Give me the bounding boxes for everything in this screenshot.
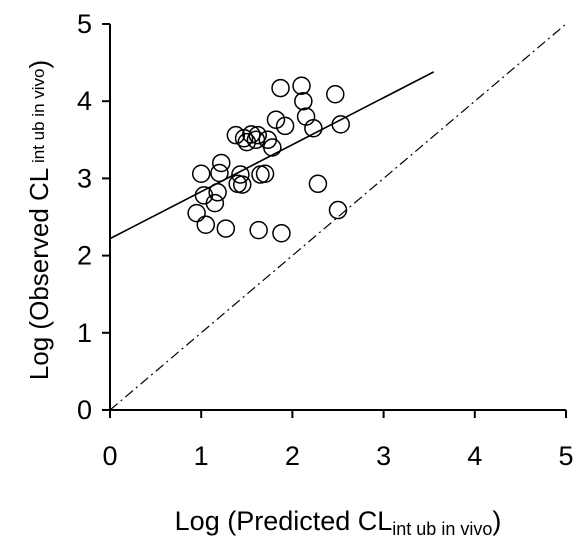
data-point (308, 174, 328, 194)
data-point (231, 165, 250, 184)
data-point (271, 78, 290, 98)
data-point (212, 153, 231, 173)
data-point (326, 85, 345, 104)
data-point (196, 215, 216, 234)
data-point (266, 110, 286, 129)
data-point (249, 220, 268, 240)
x-tick-label: 3 (376, 441, 391, 471)
data-point (205, 193, 225, 213)
x-axis-label-main: Log (Predicted CL (175, 506, 393, 536)
x-tick-label: 0 (102, 441, 117, 471)
data-point (294, 91, 313, 111)
tick-labels: 0 1 2 3 4 5 0 1 2 3 4 5 (77, 9, 574, 471)
data-point (331, 115, 350, 134)
data-point (304, 118, 323, 138)
x-tick-label: 5 (558, 441, 573, 471)
y-tick-label: 0 (77, 395, 92, 425)
y-axis-label-main: Log (Observed CL (24, 168, 54, 380)
identity-line (109, 23, 567, 411)
data-point (292, 76, 311, 96)
x-tick-label: 4 (467, 441, 482, 471)
data-point (263, 138, 282, 157)
reference-lines (109, 23, 567, 411)
data-point (187, 203, 206, 223)
y-axis-label-sub: int ub in vivo (29, 68, 48, 167)
y-tick-label: 3 (77, 163, 92, 193)
y-tick-label: 1 (77, 318, 92, 348)
data-point (210, 163, 229, 183)
x-tick-label: 1 (194, 441, 209, 471)
data-point (275, 116, 295, 136)
x-axis-label-sub: int ub in vivo (392, 519, 492, 539)
data-point (191, 164, 211, 184)
y-tick-label: 2 (77, 241, 92, 271)
data-point (242, 125, 261, 144)
y-tick-label: 5 (77, 9, 92, 39)
data-point (232, 175, 252, 194)
data-point (208, 183, 227, 202)
x-axis-label-close: ) (492, 506, 501, 536)
data-point (216, 219, 236, 238)
data-point (248, 125, 267, 145)
data-point (328, 200, 348, 220)
data-points (187, 76, 350, 243)
y-axis-label-close: ) (24, 60, 54, 69)
x-axis-label: Log (Predicted CLint ub in vivo) (175, 506, 502, 539)
regression-line (109, 71, 435, 240)
y-axis-label: Log (Observed CL int ub in vivo) (24, 60, 54, 380)
data-point (272, 223, 291, 243)
data-point (226, 125, 246, 145)
x-tick-label: 2 (285, 441, 300, 471)
axes (102, 23, 567, 418)
data-point (255, 164, 275, 184)
y-tick-label: 4 (77, 86, 92, 116)
